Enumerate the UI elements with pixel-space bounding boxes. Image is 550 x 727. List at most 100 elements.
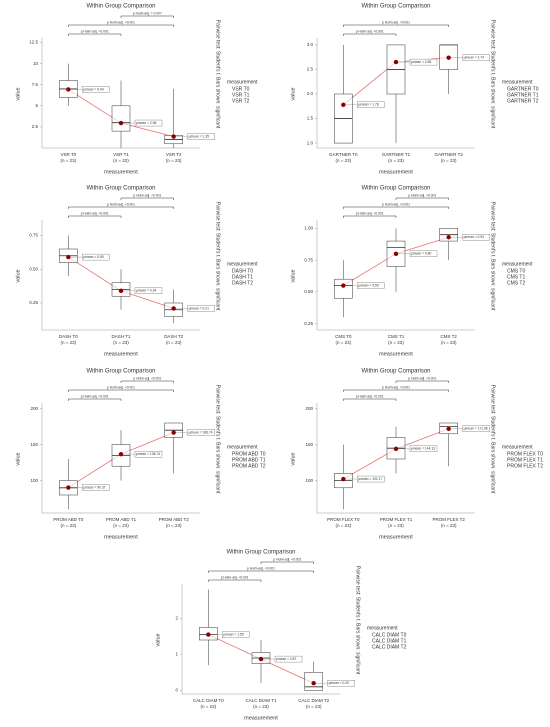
mean-label: μmean = 0.87 <box>276 657 296 661</box>
mean-label: μmean = 171.96 <box>464 427 488 431</box>
x-tick-n: (n = 23) <box>306 704 322 709</box>
legend-entry: CALC DIAM T1 <box>372 638 407 644</box>
significance-bracket <box>343 206 449 209</box>
significance-bracket <box>68 389 174 392</box>
significance-bracket <box>395 197 449 200</box>
mean-label: μmean = 136.74 <box>136 452 160 456</box>
mean-label: μmean = 0.80 <box>411 252 431 256</box>
mean-point <box>118 451 124 457</box>
side-note: Pairwise test: Student's t. Bars shown: … <box>215 385 221 494</box>
legend-entry: PROM ABD T0 <box>232 451 266 457</box>
significance-label: p Holm-adj. <0.001 <box>107 385 135 389</box>
x-tick-label: DASH T1 <box>112 334 131 339</box>
y-tick-label: 2.0 <box>307 91 314 96</box>
significance-bracket <box>260 561 314 564</box>
mean-label-box <box>462 425 490 432</box>
mean-label: μmean = 0.20 <box>329 681 349 685</box>
y-axis-label: value <box>155 633 161 646</box>
significance-bracket <box>343 398 397 401</box>
significance-bracket <box>68 24 174 27</box>
x-tick-n: (n = 23) <box>253 704 269 709</box>
chart-title: Within Group Comparison <box>361 369 430 375</box>
mean-label-box <box>462 54 490 61</box>
y-tick-label: 2.5 <box>32 124 39 129</box>
y-axis-label: value <box>290 87 296 100</box>
mean-label-box <box>222 631 250 638</box>
x-tick-label: PROM FLEX T1 <box>380 517 413 522</box>
x-tick-n: (n = 23) <box>61 523 77 528</box>
significance-label: p Holm-adj. <0.001 <box>382 385 410 389</box>
x-tick-n: (n = 23) <box>336 158 352 163</box>
x-tick-n: (n = 23) <box>388 523 404 528</box>
significance-bracket <box>68 215 122 218</box>
mean-label-box <box>327 680 355 687</box>
mean-label: μmean = 0.34 <box>136 289 156 293</box>
mean-label: μmean = 2.65 <box>411 60 431 64</box>
x-tick-label: PROM ABD T2 <box>159 517 190 522</box>
x-tick-label: VSR T2 <box>166 152 182 157</box>
mean-label-box <box>134 287 163 295</box>
mean-label-box <box>462 234 490 241</box>
legend-title: measurement <box>227 444 258 450</box>
legend-entry: VSR T1 <box>232 92 250 98</box>
mean-point <box>393 251 399 256</box>
mean-label-box <box>409 58 438 66</box>
legend-entry: PROM ABD T2 <box>232 463 266 469</box>
legend-entry: PROM FLEX T1 <box>507 457 543 463</box>
mean-label-box <box>187 133 215 140</box>
side-note: Pairwise test: Student's t. Bars shown: … <box>490 20 496 129</box>
x-tick-label: CMS T1 <box>388 334 405 339</box>
mean-point <box>341 102 346 108</box>
legend-entry: CMS T2 <box>507 280 525 286</box>
y-tick-label: 0.50 <box>29 266 38 271</box>
x-tick-n: (n = 23) <box>388 340 404 345</box>
side-note: Pairwise test: Student's t. Bars shown: … <box>355 566 361 675</box>
mean-label: μmean = 1.78 <box>358 103 378 107</box>
x-tick-label: CALC DIAM T2 <box>298 698 329 703</box>
legend-entry: PROM FLEX T2 <box>507 463 543 469</box>
mean-label: μmean = 90.37 <box>83 485 105 489</box>
mean-label-box <box>82 253 110 261</box>
x-axis-label: measurement <box>104 169 138 175</box>
x-tick-label: CALC DIAM T0 <box>193 698 224 703</box>
significance-bracket <box>208 570 314 573</box>
mean-label: μmean = 0.59 <box>83 255 103 259</box>
legend-entry: CALC DIAM T2 <box>372 644 407 650</box>
significance-label: p Holm-adj. <0.001 <box>247 566 275 570</box>
x-tick-n: (n = 23) <box>388 158 404 163</box>
mean-point <box>446 235 451 240</box>
mean-point <box>311 681 316 686</box>
y-tick-label: 1 <box>175 652 178 657</box>
significance-label: p Holm-adj. = 0.007 <box>133 11 162 15</box>
mean-label-box <box>357 282 385 289</box>
significance-label: p Holm-adj. <0.001 <box>356 29 384 33</box>
x-tick-label: CMS T2 <box>440 334 457 339</box>
y-axis-label: value <box>15 87 21 100</box>
significance-label: p Holm-adj. <0.001 <box>382 202 410 206</box>
mean-label: μmean = 2.96 <box>136 121 156 125</box>
significance-label: p Holm-adj. <0.001 <box>107 20 135 24</box>
significance-bracket <box>68 33 122 36</box>
x-tick-n: (n = 23) <box>113 523 129 528</box>
legend-entry: VSR T0 <box>232 86 250 92</box>
significance-label: p Holm-adj. <0.001 <box>356 394 384 398</box>
legend-title: measurement <box>502 444 533 450</box>
y-tick-label: 10 <box>33 61 39 66</box>
x-tick-n: (n = 23) <box>336 523 352 528</box>
legend-entry: PROM FLEX T0 <box>507 451 543 457</box>
x-axis-label: measurement <box>379 169 413 175</box>
legend-entry: CALC DIAM T0 <box>372 632 407 638</box>
significance-label: p Holm-adj. <0.001 <box>81 394 109 398</box>
significance-label: p Holm-adj. <0.001 <box>221 575 249 579</box>
legend-entry: GARTNER T1 <box>507 92 539 98</box>
y-tick-label: 2.5 <box>307 67 314 72</box>
mean-point <box>171 134 176 139</box>
y-tick-label: 2 <box>175 616 178 621</box>
y-axis-label: value <box>15 269 21 282</box>
mean-label: μmean = 0.93 <box>464 235 484 239</box>
x-tick-label: VSR T1 <box>113 152 129 157</box>
mean-label-box <box>82 484 110 491</box>
mean-point <box>393 59 399 65</box>
legend-entry: CMS T0 <box>507 268 525 274</box>
